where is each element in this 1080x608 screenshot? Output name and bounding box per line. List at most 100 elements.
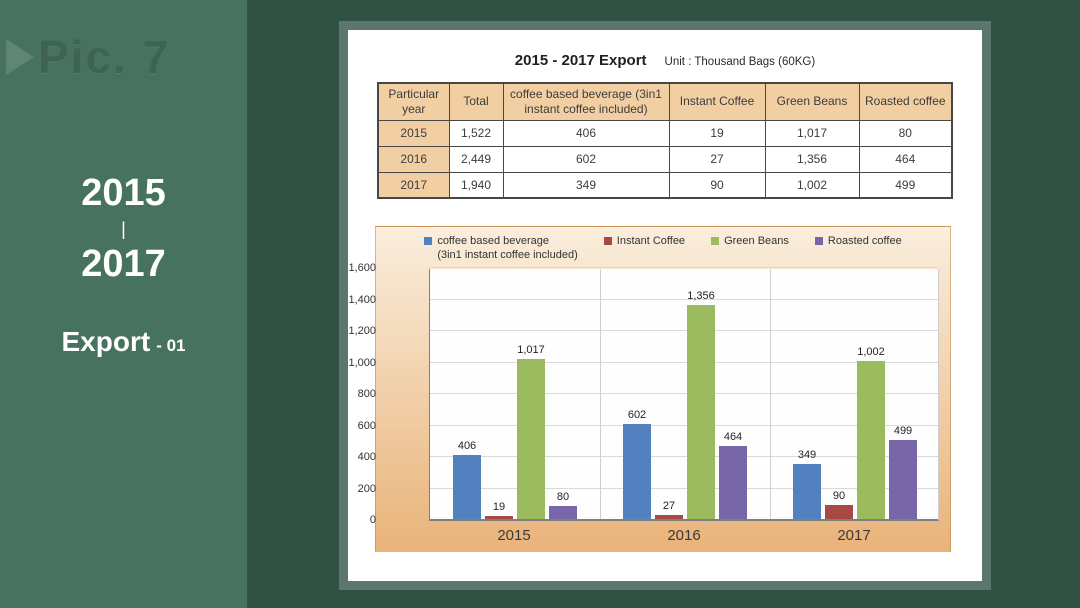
y-tick-label: 1,600 (348, 262, 376, 274)
bar-2016-series-2 (655, 514, 683, 519)
value-cell: 1,017 (764, 119, 860, 147)
value-cell: 1,522 (448, 119, 504, 147)
table-header-cell: Roasted coffee (858, 82, 953, 121)
year-cell: 2017 (377, 171, 450, 199)
gridline (430, 361, 938, 363)
card-title-row: 2015 - 2017 Export Unit : Thousand Bags … (348, 52, 982, 69)
value-cell: 1,002 (764, 171, 860, 199)
x-tick-label: 2016 (667, 527, 701, 544)
y-tick-label: 1,000 (348, 356, 376, 369)
table-header-cell: coffee based beverage (3in1 instant coff… (502, 82, 670, 121)
legend-item: coffee based beverage (3in1 instant coff… (424, 234, 578, 263)
legend-item: Roasted coffee (814, 234, 902, 248)
bar-value-label: 602 (627, 409, 647, 422)
value-cell: 349 (502, 171, 670, 199)
bar-value-label: 406 (457, 440, 477, 453)
bar-value-label: 80 (556, 491, 570, 504)
table-row: 2015 1,522 406 19 1,017 80 (377, 119, 953, 147)
bar-2017-series-3 (857, 361, 885, 519)
chart-legend: coffee based beverage (3in1 instant coff… (376, 234, 950, 263)
range-separator: | (121, 218, 126, 239)
bar-value-label: 27 (662, 499, 676, 512)
gridline (770, 269, 771, 519)
bar-value-label: 349 (797, 449, 817, 462)
value-cell: 1,940 (448, 171, 504, 199)
legend-item: Instant Coffee (603, 234, 686, 248)
legend-label: Instant Coffee (616, 235, 686, 247)
y-tick-label: 200 (357, 482, 376, 495)
range-end: 2017 (81, 242, 166, 285)
y-tick-label: 400 (357, 451, 376, 463)
export-label: Export (61, 326, 151, 357)
y-tick-label: 800 (357, 388, 376, 400)
value-cell: 602 (502, 145, 670, 173)
bar-2015-series-4 (549, 506, 577, 519)
range-start: 2015 (81, 172, 166, 214)
y-tick-label: 600 (357, 419, 376, 432)
value-cell: 406 (502, 119, 670, 147)
x-tick-label: 2017 (837, 527, 871, 544)
export-suffix: - 01 (156, 336, 186, 355)
export-bar-chart: coffee based beverage (3in1 instant coff… (348, 226, 951, 552)
legend-item: Green Beans (711, 234, 789, 248)
unit-label: Unit : Thousand Bags (60KG) (664, 56, 816, 68)
legend-marker-icon (814, 237, 823, 245)
legend-label: Green Beans (724, 235, 789, 247)
year-cell: 2015 (377, 119, 450, 147)
sidebar: Pic. 7 2015 | 2017 Export - 01 (0, 0, 247, 608)
y-tick-label: 1,200 (348, 325, 376, 337)
play-triangle-icon (6, 39, 34, 75)
gridline (430, 487, 938, 489)
gridline (430, 267, 938, 268)
bar-2016-series-1 (623, 424, 651, 519)
bar-2016-series-3 (687, 305, 715, 519)
bar-value-label: 499 (893, 425, 913, 438)
gridline (600, 269, 601, 519)
page-title: 2015 - 2017 Export (514, 52, 647, 69)
value-cell: 1,356 (764, 145, 860, 173)
bar-value-label: 464 (723, 430, 743, 443)
y-tick-label: 0 (369, 514, 376, 526)
table-body: 2015 1,522 406 19 1,017 80 2016 2,449 602 27 1,356… (377, 119, 953, 199)
legend-label: coffee based beverage (3in1 instant coff… (437, 235, 578, 262)
bar-value-label: 1,017 (517, 343, 545, 356)
export-title: Export - 01 (0, 326, 247, 358)
value-cell: 90 (668, 171, 766, 199)
bar-2017-series-2 (825, 504, 853, 519)
year-cell: 2016 (377, 145, 450, 173)
value-cell: 80 (858, 119, 953, 147)
x-axis: 2015 2016 2017 (429, 527, 939, 544)
bar-value-label: 19 (492, 501, 506, 514)
value-cell: 499 (858, 171, 953, 199)
gridline (430, 456, 938, 457)
gridline (430, 393, 938, 394)
gridline (430, 298, 938, 300)
bar-value-label: 1,002 (857, 346, 885, 359)
gridline (430, 330, 938, 331)
bar-2015-series-3 (517, 358, 545, 519)
bar-2017-series-4 (889, 440, 917, 519)
table-row: 2016 2,449 602 27 1,356 464 (377, 145, 953, 173)
legend-marker-icon (711, 237, 720, 245)
watermark-label: Pic. 7 (38, 31, 171, 83)
value-cell: 27 (668, 145, 766, 173)
table-header-cell: Instant Coffee (668, 82, 766, 121)
legend-label: Roasted coffee (827, 235, 902, 247)
table-header-cell: Green Beans (764, 82, 860, 121)
table-header-cell: Total (448, 82, 504, 121)
table-row: 2017 1,940 349 90 1,002 499 (377, 171, 953, 199)
bar-2016-series-4 (719, 445, 747, 519)
value-cell: 19 (668, 119, 766, 147)
slide-card: 2015 - 2017 Export Unit : Thousand Bags … (348, 30, 982, 581)
legend-marker-icon (603, 237, 612, 245)
export-table: Particular year Total coffee based beverag… (377, 82, 953, 199)
bar-value-label: 90 (832, 489, 846, 502)
bar-2017-series-1 (793, 464, 821, 519)
x-tick-label: 2015 (497, 527, 531, 544)
y-tick-label: 1,400 (348, 293, 376, 306)
value-cell: 2,449 (448, 145, 504, 173)
table-header: Particular year Total coffee based beverag… (377, 82, 953, 121)
bar-2015-series-2 (485, 516, 513, 519)
plot-area: 406 19 1,017 80 602 27 1,356 464 349 90 1,002 499 (429, 267, 939, 521)
table-header-cell: Particular year (377, 82, 450, 121)
